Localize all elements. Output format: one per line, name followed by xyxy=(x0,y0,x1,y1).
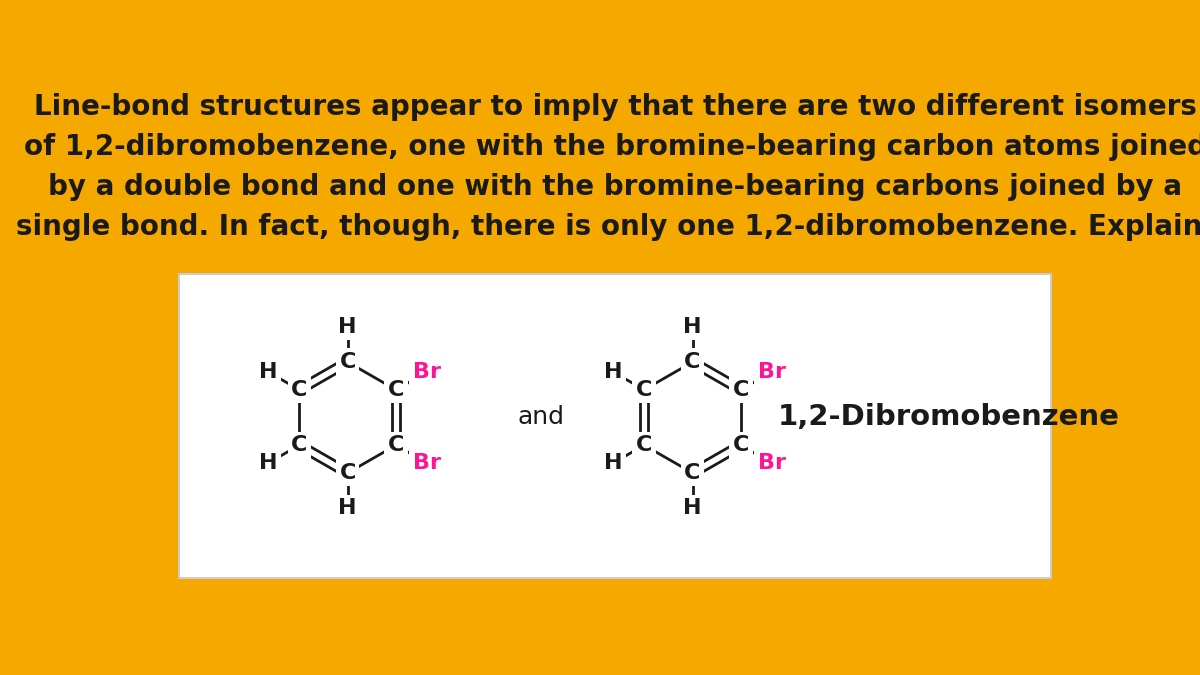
Text: C: C xyxy=(340,463,356,483)
Text: H: H xyxy=(259,453,277,473)
Text: H: H xyxy=(604,362,623,382)
Text: H: H xyxy=(683,317,702,337)
Text: and: and xyxy=(518,406,565,429)
Text: C: C xyxy=(340,352,356,372)
Text: Br: Br xyxy=(757,453,786,473)
Text: C: C xyxy=(684,352,701,372)
Text: Line-bond structures appear to imply that there are two different isomers
of 1,2: Line-bond structures appear to imply tha… xyxy=(17,92,1200,241)
Text: H: H xyxy=(604,453,623,473)
Text: H: H xyxy=(259,453,277,473)
Text: H: H xyxy=(259,362,277,382)
Text: C: C xyxy=(636,380,653,400)
Text: C: C xyxy=(636,435,653,455)
Text: C: C xyxy=(684,463,701,483)
Text: Br: Br xyxy=(413,362,440,382)
Text: C: C xyxy=(292,435,307,455)
Text: H: H xyxy=(683,317,702,337)
Text: H: H xyxy=(259,362,277,382)
Text: C: C xyxy=(388,435,404,455)
Text: C: C xyxy=(733,435,749,455)
Text: Br: Br xyxy=(757,362,786,382)
Text: Br: Br xyxy=(757,362,786,382)
Text: C: C xyxy=(636,380,653,400)
Text: C: C xyxy=(340,352,356,372)
Text: H: H xyxy=(338,317,356,337)
Text: C: C xyxy=(636,435,653,455)
Text: H: H xyxy=(683,498,702,518)
Text: H: H xyxy=(338,498,356,518)
Text: C: C xyxy=(684,352,701,372)
Text: Br: Br xyxy=(413,362,440,382)
FancyBboxPatch shape xyxy=(180,273,1050,578)
Text: C: C xyxy=(292,380,307,400)
Text: 1,2-Dibromobenzene: 1,2-Dibromobenzene xyxy=(778,404,1120,431)
Text: H: H xyxy=(604,362,623,382)
Text: C: C xyxy=(388,380,404,400)
Text: Br: Br xyxy=(413,453,440,473)
Text: H: H xyxy=(604,453,623,473)
Text: C: C xyxy=(733,380,749,400)
Text: C: C xyxy=(340,463,356,483)
Text: Br: Br xyxy=(757,453,786,473)
Text: C: C xyxy=(733,435,749,455)
Text: C: C xyxy=(388,380,404,400)
Text: C: C xyxy=(733,380,749,400)
Text: C: C xyxy=(292,435,307,455)
Text: H: H xyxy=(683,498,702,518)
Text: H: H xyxy=(338,317,356,337)
Text: Br: Br xyxy=(413,453,440,473)
Text: C: C xyxy=(684,463,701,483)
Text: C: C xyxy=(388,435,404,455)
Text: C: C xyxy=(292,380,307,400)
Text: H: H xyxy=(338,498,356,518)
